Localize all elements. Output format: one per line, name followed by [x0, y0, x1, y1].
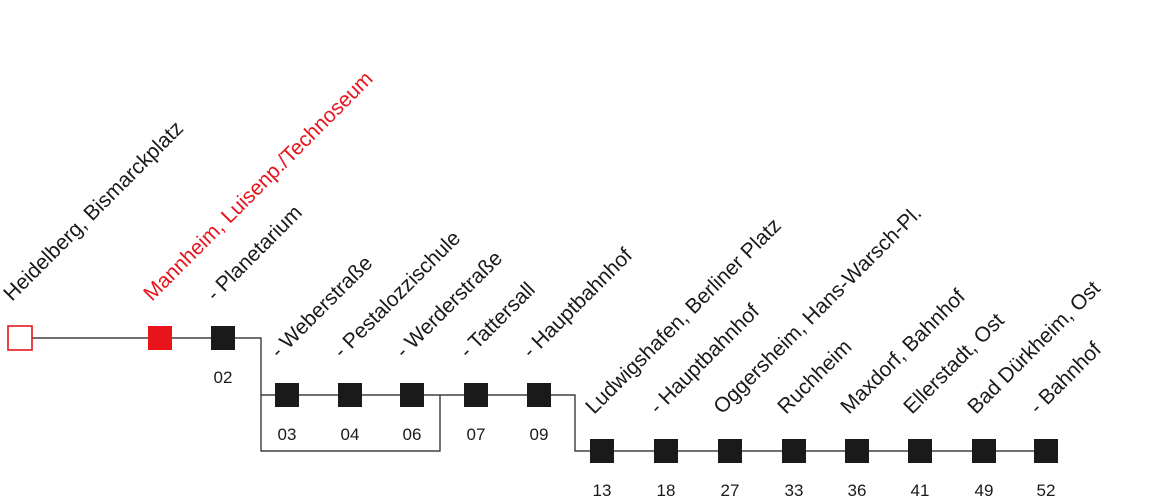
stop-time: 49 — [975, 481, 994, 499]
stop-marker — [464, 383, 488, 407]
stop-time: 09 — [530, 425, 549, 444]
stop-marker — [275, 383, 299, 407]
stop-marker — [400, 383, 424, 407]
stop-time: 06 — [403, 425, 422, 444]
stop-label: - Hauptbahnhof — [645, 300, 764, 419]
stop-time: 04 — [341, 425, 360, 444]
stop-marker — [211, 326, 235, 350]
stop-marker — [845, 439, 869, 463]
stop-times: 02 03 04 06 07 09 13 18 27 33 36 41 49 52 — [214, 368, 1056, 499]
stop-marker — [972, 439, 996, 463]
stop-time: 41 — [911, 481, 930, 499]
stop-marker — [527, 383, 551, 407]
stop-marker — [338, 383, 362, 407]
stop-time: 13 — [593, 481, 612, 499]
stop-time: 36 — [848, 481, 867, 499]
stop-marker — [782, 439, 806, 463]
stop-marker — [1034, 439, 1058, 463]
stop-time: 18 — [657, 481, 676, 499]
stop-time: 02 — [214, 368, 233, 387]
stop-marker — [718, 439, 742, 463]
stop-time: 33 — [785, 481, 804, 499]
origin-stop-marker — [7, 325, 33, 351]
stop-time: 03 — [278, 425, 297, 444]
stop-marker — [908, 439, 932, 463]
stop-label: - Hauptbahnhof — [518, 244, 637, 363]
stop-markers — [7, 325, 1058, 463]
stop-time: 07 — [467, 425, 486, 444]
stop-time: 52 — [1037, 481, 1056, 499]
stop-time: 27 — [721, 481, 740, 499]
stop-marker — [590, 439, 614, 463]
current-stop-marker — [148, 326, 172, 350]
stop-label: - Werderstraße — [391, 247, 507, 363]
stop-marker — [654, 439, 678, 463]
